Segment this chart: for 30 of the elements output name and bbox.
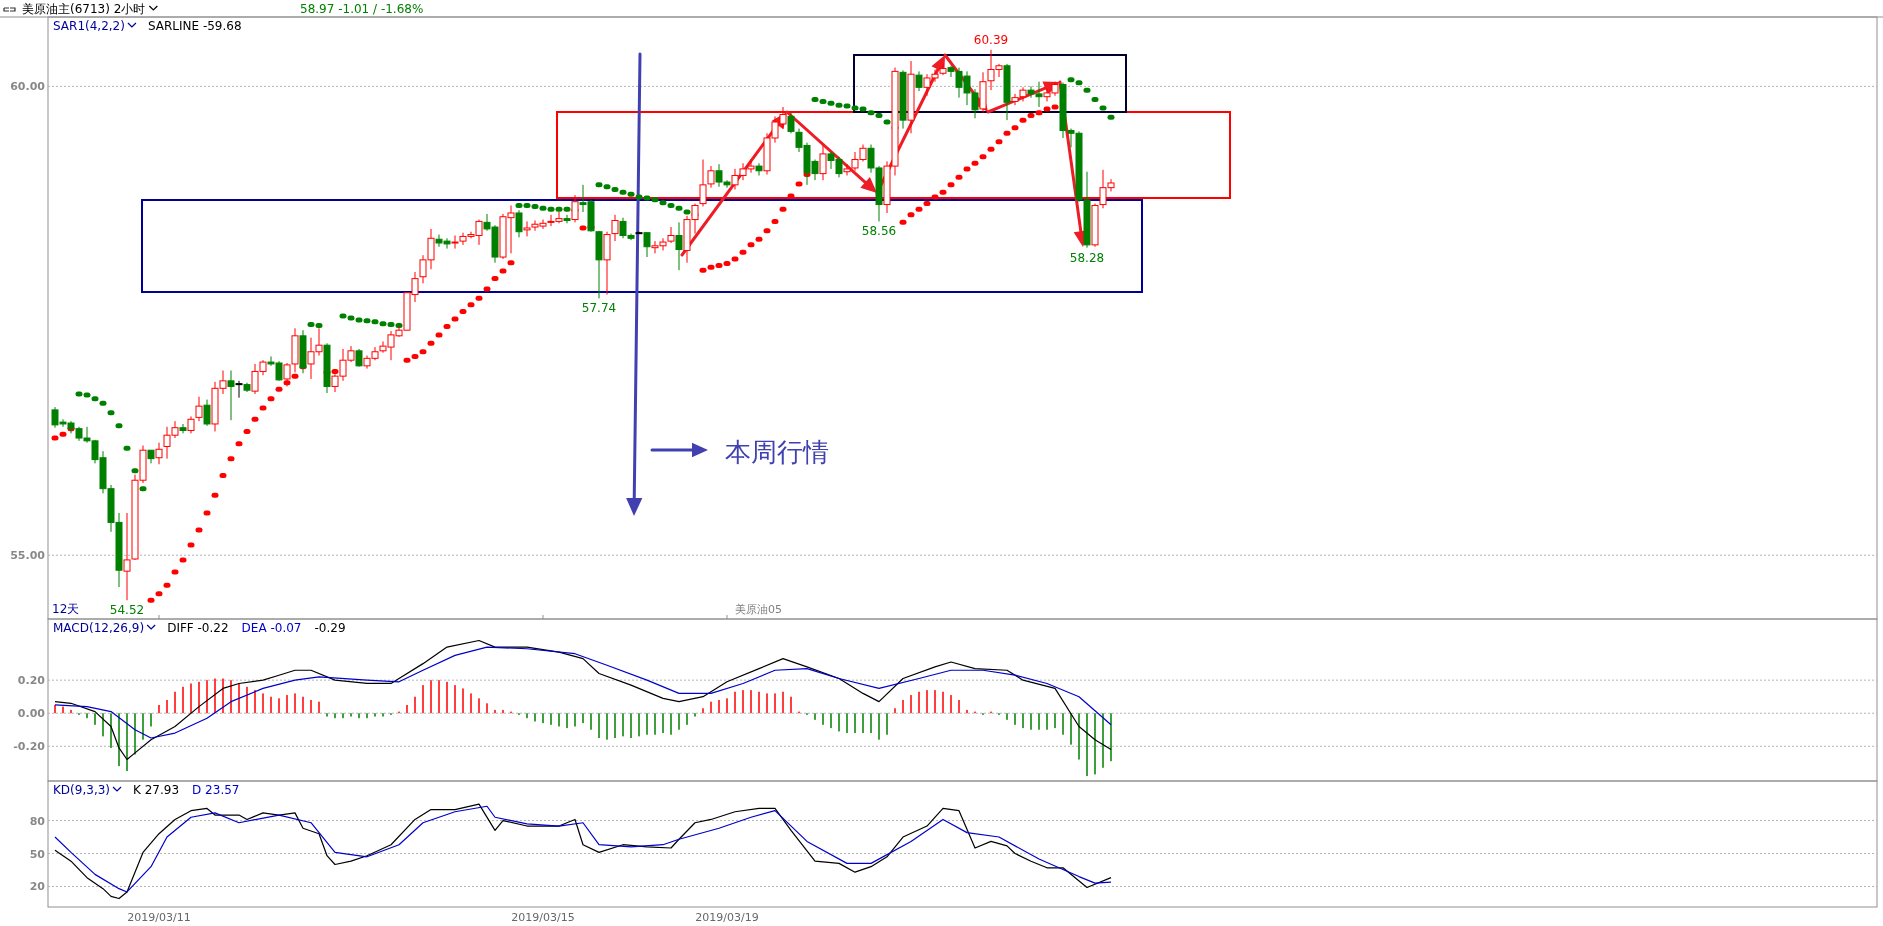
x-tick-label: 2019/03/19 <box>695 911 759 924</box>
x-tick-label: 2019/03/11 <box>127 911 191 924</box>
annotation: 54.52 <box>109 603 145 618</box>
y-tick-label: 50 <box>29 847 46 861</box>
annotation: 58.56 <box>861 224 897 239</box>
y-tick-label: 80 <box>29 814 46 828</box>
y-tick-label: 60.00 <box>10 80 46 94</box>
y-tick-label: 0.00 <box>17 707 46 721</box>
annotation: 12天 <box>52 602 80 616</box>
chart-title: KD(9,3,3) <box>53 783 111 797</box>
chart-title: MACD(12,26,9) <box>53 621 145 635</box>
chart-title: 美原油主(6713) 2小时 <box>22 2 146 16</box>
annotation: 58.28 <box>1069 250 1105 265</box>
annotation: 本周行情 <box>725 437 829 467</box>
annotation: 57.74 <box>581 301 617 316</box>
y-tick-label: 0.20 <box>17 674 46 688</box>
series-label: D 23.57 <box>192 783 240 797</box>
series-label: K 27.93 <box>133 783 180 797</box>
y-tick-label: 20 <box>29 880 46 894</box>
annotation: SAR1(4,2,2) <box>53 19 125 33</box>
y-tick-label: -0.20 <box>13 740 46 754</box>
chart-subtitle: 58.97 -1.01 / -1.68% <box>300 2 424 16</box>
text: DEA -0.07 <box>241 621 302 635</box>
x-tick-label: 2019/03/15 <box>511 911 575 924</box>
annotation: 美原油05 <box>735 603 782 616</box>
text: DIFF -0.22 <box>167 621 229 635</box>
annotation: 60.39 <box>973 32 1009 47</box>
annotation: -0.29 <box>314 621 346 635</box>
annotation: SARLINE -59.68 <box>147 19 242 33</box>
y-tick-label: 55.00 <box>10 549 46 563</box>
